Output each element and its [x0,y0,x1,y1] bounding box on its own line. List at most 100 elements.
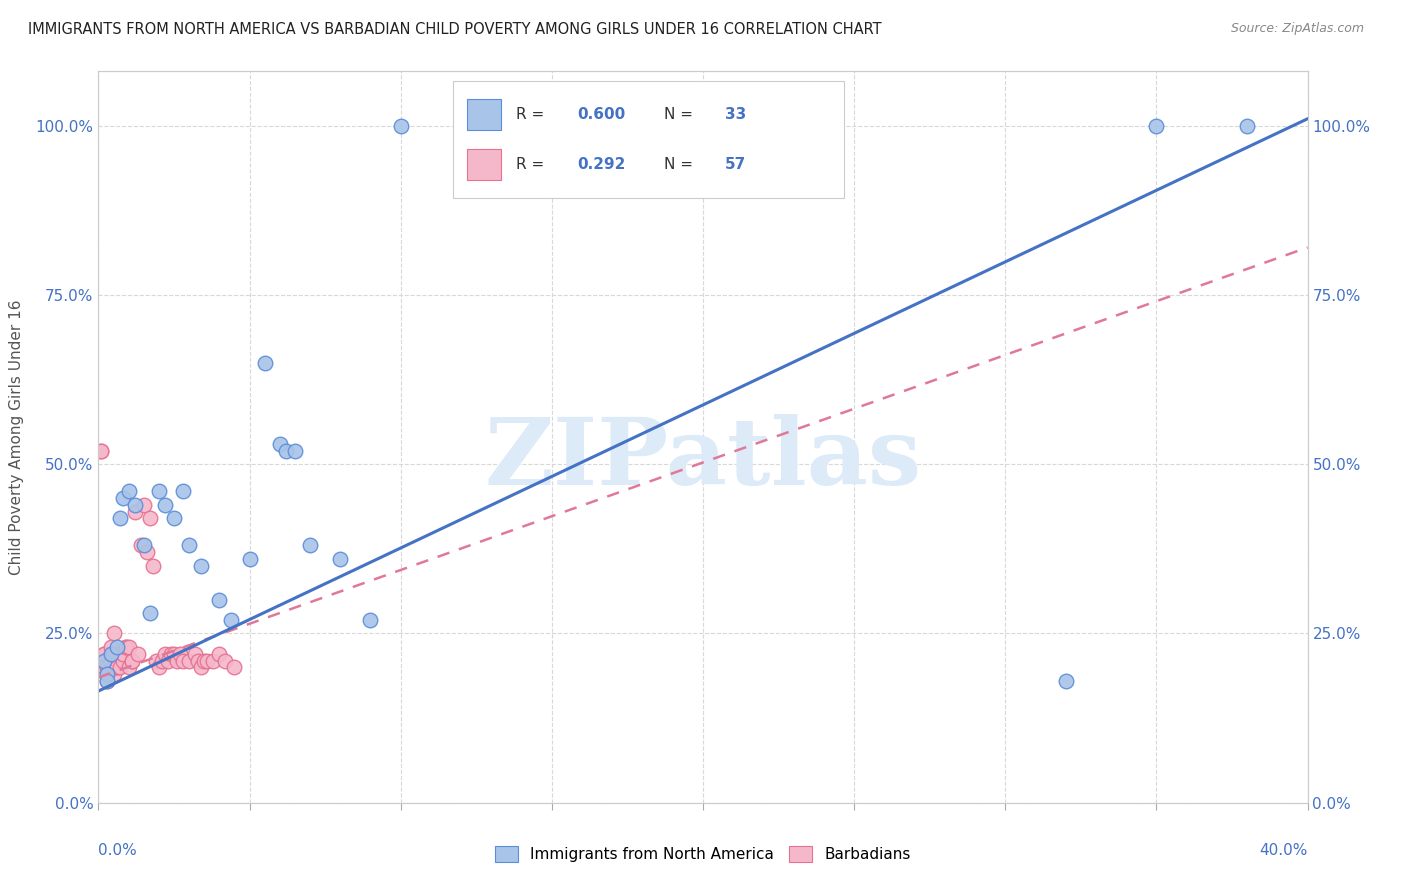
Point [481,119,503,133]
Point [105,660,128,674]
Legend: Immigrants from North America, Barbadians: Immigrants from North America, Barbadian… [489,840,917,868]
Point [127,647,149,661]
Point [100,640,122,654]
Point [129,538,152,552]
Point [100,654,122,668]
Point [96,667,118,681]
Point [111,654,134,668]
Point [221,613,243,627]
Y-axis label: Child Poverty Among Girls Under 16: Child Poverty Among Girls Under 16 [10,300,24,574]
Text: R =: R = [516,107,548,122]
Point [114,640,136,654]
Point [148,660,170,674]
Text: ZIPatlas: ZIPatlas [485,414,921,504]
Point [118,640,141,654]
Point [100,647,122,661]
Point [150,654,173,668]
Point [105,660,128,674]
Text: N =: N = [664,157,699,172]
Point [360,613,382,627]
Point [103,667,125,681]
Text: R =: R = [516,157,548,172]
Point [253,355,276,369]
Point [105,640,128,654]
Text: 57: 57 [724,157,747,172]
Text: Source: ZipAtlas.com: Source: ZipAtlas.com [1230,22,1364,36]
Point [139,511,162,525]
Point [96,673,118,688]
Point [214,654,236,668]
Point [93,647,115,661]
Point [1236,119,1258,133]
Text: IMMIGRANTS FROM NORTH AMERICA VS BARBADIAN CHILD POVERTY AMONG GIRLS UNDER 16 CO: IMMIGRANTS FROM NORTH AMERICA VS BARBADI… [28,22,882,37]
Point [172,654,194,668]
FancyBboxPatch shape [467,149,501,179]
Point [153,647,176,661]
Point [121,654,143,668]
Point [90,443,112,458]
Point [450,119,472,133]
Point [284,443,307,458]
Point [193,654,215,668]
Point [172,484,194,499]
Point [108,660,131,674]
Point [163,511,186,525]
Point [135,545,157,559]
Point [103,660,125,674]
Point [239,552,262,566]
Point [163,647,186,661]
Point [166,654,188,668]
Point [169,647,191,661]
Point [202,654,225,668]
Point [274,443,297,458]
Point [124,505,146,519]
Point [96,660,118,674]
Point [224,660,246,674]
Point [96,660,118,674]
Point [108,511,131,525]
Point [93,647,115,661]
Point [156,654,179,668]
Point [142,558,165,573]
Point [111,491,134,505]
Point [389,119,412,133]
Text: 0.0%: 0.0% [98,843,138,858]
Point [132,498,155,512]
Point [179,538,201,552]
Point [187,654,209,668]
Point [100,647,122,661]
Point [329,552,352,566]
Point [145,654,167,668]
Point [90,443,112,458]
Point [208,592,231,607]
Point [269,437,291,451]
Point [103,647,125,661]
Point [124,498,146,512]
Point [121,654,143,668]
Point [184,647,207,661]
Point [299,538,322,552]
Point [93,660,115,674]
Text: 33: 33 [724,107,747,122]
Point [93,654,115,668]
Point [118,660,141,674]
Point [160,647,183,661]
Point [190,558,212,573]
Point [208,647,231,661]
Text: 40.0%: 40.0% [1260,843,1308,858]
Point [108,647,131,661]
Text: 0.292: 0.292 [578,157,626,172]
Point [111,647,134,661]
Point [1054,673,1077,688]
Point [148,484,170,499]
Point [179,654,201,668]
Point [96,673,118,688]
Point [190,660,212,674]
Point [153,498,176,512]
Point [132,538,155,552]
Text: N =: N = [664,107,699,122]
FancyBboxPatch shape [467,99,501,130]
Text: 0.600: 0.600 [578,107,626,122]
Point [1144,119,1167,133]
Point [100,660,122,674]
